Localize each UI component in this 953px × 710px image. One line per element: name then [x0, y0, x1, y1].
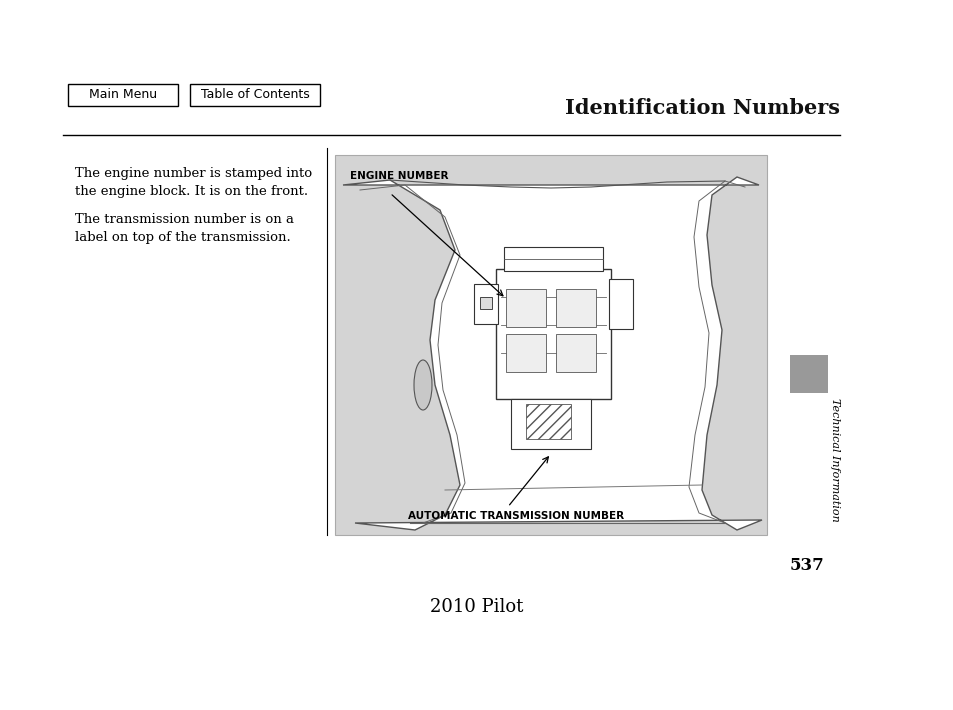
Bar [789, 355, 827, 393]
Polygon shape [343, 177, 761, 530]
Bar [556, 334, 596, 371]
Text: Table of Contents: Table of Contents [200, 89, 309, 102]
Bar [505, 288, 545, 327]
Text: ENGINE NUMBER: ENGINE NUMBER [350, 171, 448, 181]
Bar [525, 403, 571, 439]
Text: 2010 Pilot: 2010 Pilot [430, 598, 523, 616]
Bar [556, 288, 596, 327]
Text: Main Menu: Main Menu [89, 89, 157, 102]
Bar [608, 278, 633, 329]
Bar [496, 268, 610, 398]
Text: AUTOMATIC TRANSMISSION NUMBER: AUTOMATIC TRANSMISSION NUMBER [408, 511, 624, 521]
Text: Identification Numbers: Identification Numbers [564, 98, 840, 118]
Text: The engine number is stamped into
the engine block. It is on the front.: The engine number is stamped into the en… [75, 167, 312, 198]
Text: The transmission number is on a
label on top of the transmission.: The transmission number is on a label on… [75, 213, 294, 244]
Bar [511, 398, 590, 449]
Text: 537: 537 [789, 557, 824, 574]
Text: Technical Information: Technical Information [829, 398, 840, 522]
Bar [474, 283, 497, 324]
Ellipse shape [414, 360, 432, 410]
Bar [190, 84, 319, 106]
Bar [505, 334, 545, 371]
Bar [503, 246, 602, 271]
Bar [335, 155, 766, 535]
Bar [479, 297, 492, 309]
Bar [68, 84, 178, 106]
